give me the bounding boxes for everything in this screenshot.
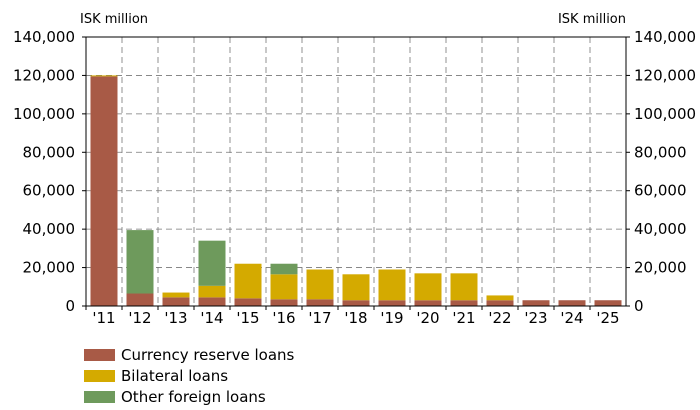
y-tick-label-right: 80,000 [634,143,687,161]
x-tick-label: '24 [560,309,583,327]
bar-currency-reserve-loans [594,300,622,306]
x-tick-label: '15 [236,309,259,327]
x-tick-label: '14 [200,309,223,327]
y-tick-label-right: 40,000 [634,220,687,238]
x-tick-label: '16 [272,309,295,327]
bar-bilateral-loans [90,75,118,77]
y-tick-label-left: 0 [65,297,75,315]
chart: 0 20,000 40,000 60,000 80,000 100,000 120,000 1… [13,12,696,327]
bar-currency-reserve-loans [450,300,478,306]
bar-bilateral-loans [414,273,442,301]
x-tick-label: '23 [524,309,547,327]
y-axis-left: 0 20,000 40,000 60,000 80,000 100,000 120,000 1… [13,28,86,315]
bar-bilateral-loans [162,292,190,298]
bar-currency-reserve-loans [558,300,586,306]
y-tick-label-left: 40,000 [23,220,76,238]
y-tick-label-left: 120,000 [13,66,75,84]
y-tick-label-right: 100,000 [634,105,696,123]
bar-currency-reserve-loans [522,300,550,306]
y-axis-title-left: ISK million [80,12,148,27]
x-tick-label: '11 [92,309,115,327]
plot-frame [85,36,627,307]
x-axis: '11 '12 '13 '14 '15 '16 '17 '18 '19 '20 '21 '22 '23 '… [85,306,620,327]
bar-other-foreign-loans [126,230,154,294]
y-axis-right: 0 20,000 40,000 60,000 80,000 100,000 120,000 1… [626,28,696,315]
legend-label: Other foreign loans [121,387,266,406]
x-tick-label: '18 [344,309,367,327]
bar-currency-reserve-loans [198,297,226,306]
bar-other-foreign-loans [270,263,298,275]
bar-bilateral-loans [306,269,334,300]
legend-swatch [84,390,115,403]
legend: Currency reserve loans Bilateral loans Oth… [84,344,294,407]
x-tick-label: '13 [164,309,187,327]
y-tick-label-right: 60,000 [634,182,687,200]
y-tick-label-right: 20,000 [634,259,687,277]
bar-bilateral-loans [378,269,406,301]
bar-currency-reserve-loans [270,299,298,306]
legend-item: Bilateral loans [84,365,294,386]
bar-bilateral-loans [450,273,478,301]
bar-currency-reserve-loans [90,76,118,306]
x-tick-label: '19 [380,309,403,327]
legend-swatch [84,369,115,382]
x-tick-label: '22 [488,309,511,327]
plot-area-border [85,36,627,307]
x-tick-label: '20 [416,309,439,327]
y-tick-label-left: 100,000 [13,105,75,123]
legend-label: Bilateral loans [121,366,229,385]
legend-item: Currency reserve loans [84,344,294,365]
bar-currency-reserve-loans [378,300,406,306]
y-tick-label-left: 60,000 [23,182,76,200]
y-axis-title-right: ISK million [558,12,626,27]
y-tick-label-left: 140,000 [13,28,75,46]
bar-currency-reserve-loans [162,297,190,306]
y-tick-label-right: 0 [634,297,644,315]
y-tick-label-left: 80,000 [23,143,76,161]
bar-bilateral-loans [342,274,370,301]
y-tick-label-right: 140,000 [634,28,696,46]
y-tick-label-right: 120,000 [634,66,696,84]
x-tick-label: '25 [596,309,619,327]
bar-currency-reserve-loans [306,299,334,306]
bar-currency-reserve-loans [342,300,370,306]
x-tick-label: '17 [308,309,331,327]
y-tick-label-left: 20,000 [23,259,76,277]
x-tick-label: '12 [128,309,151,327]
x-tick-label: '21 [452,309,475,327]
bar-bilateral-loans [198,285,226,298]
bar-bilateral-loans [486,295,514,301]
bar-other-foreign-loans [198,240,226,286]
bar-currency-reserve-loans [414,300,442,306]
bar-currency-reserve-loans [126,293,154,306]
bar-bilateral-loans [270,274,298,300]
legend-item: Other foreign loans [84,386,294,407]
bar-currency-reserve-loans [486,300,514,306]
bar-currency-reserve-loans [234,298,262,306]
legend-label: Currency reserve loans [121,345,295,364]
legend-swatch [84,348,115,361]
gridlines [86,37,626,306]
bars [90,75,622,306]
bar-bilateral-loans [234,263,262,299]
